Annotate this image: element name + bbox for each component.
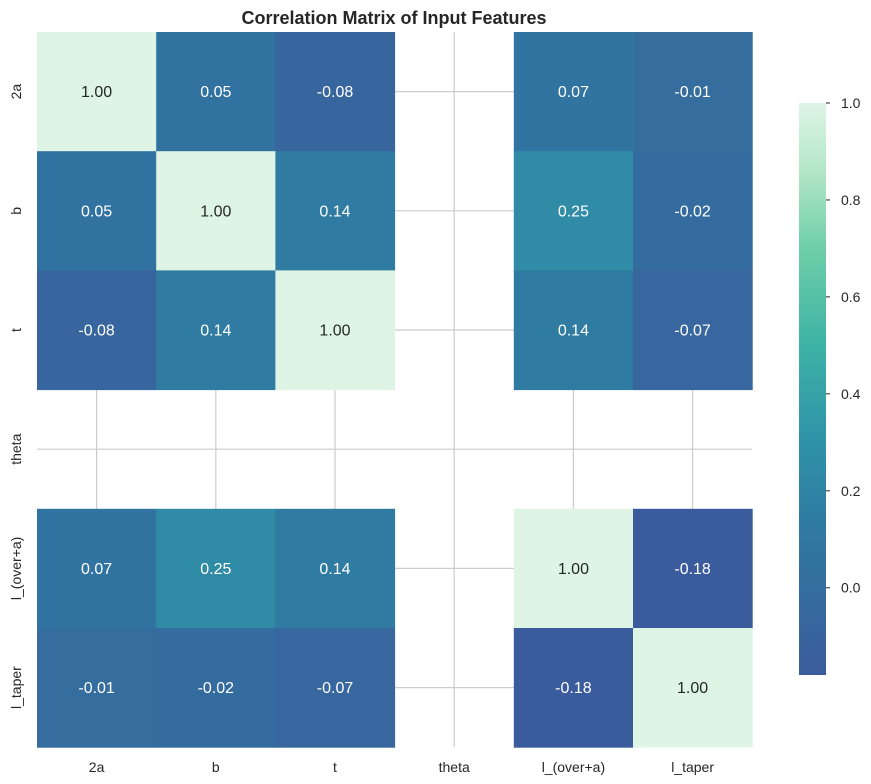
y-tick-label: l_taper [8, 666, 24, 709]
colorbar-tick-label: 0.8 [841, 192, 861, 208]
cell-value-label: 0.05 [81, 203, 112, 220]
y-tick-label: 2a [8, 84, 24, 100]
cell-value-label: -0.02 [674, 203, 711, 220]
cell-value-label: -0.08 [78, 323, 115, 340]
colorbar-tick-label: 1.0 [841, 95, 861, 111]
colorbar-gradient [799, 103, 826, 675]
x-tick-label: l_(over+a) [542, 759, 605, 775]
colorbar: 0.0 0.2 0.4 0.6 0.8 1.0 [799, 95, 861, 675]
x-axis-ticks: 2a b t theta l_(over+a) l_taper [89, 759, 715, 775]
heatmap-cell [633, 151, 753, 271]
cell-value-label: -0.07 [317, 680, 354, 697]
cell-value-label: 0.25 [558, 203, 589, 220]
heatmap-cell [156, 628, 276, 748]
cell-value-label: 0.14 [558, 323, 589, 340]
heatmap-cell [275, 151, 396, 271]
cell-value-label: 1.00 [319, 323, 350, 340]
heatmap-cell [633, 628, 753, 748]
cell-value-label: 0.07 [558, 84, 589, 101]
heatmap-cell [275, 270, 396, 391]
heatmap-cell [633, 32, 753, 152]
heatmap-cell [513, 508, 634, 629]
heatmap-cell [156, 151, 276, 271]
x-tick-label: 2a [89, 759, 105, 775]
heatmap-cell [37, 151, 157, 271]
x-tick-label: b [212, 759, 220, 775]
cell-value-label: 0.14 [319, 203, 350, 220]
cell-value-label: -0.08 [317, 84, 354, 101]
heatmap-cell [513, 270, 634, 391]
cell-value-label: 0.07 [81, 561, 112, 578]
heatmap-cell [156, 270, 276, 391]
cell-value-label: -0.02 [198, 680, 235, 697]
cell-value-label: 0.25 [200, 561, 231, 578]
cell-value-label: -0.18 [555, 680, 592, 697]
cell-value-label: -0.01 [78, 680, 115, 697]
y-axis-ticks: 2a b t theta l_(over+a) l_taper [8, 84, 24, 709]
heatmap-cell [513, 628, 634, 748]
x-tick-label: l_taper [671, 759, 714, 775]
heatmap-cell [513, 151, 634, 271]
heatmap-cell [37, 32, 157, 152]
y-tick-label: b [8, 207, 24, 215]
cell-value-label: 0.05 [200, 84, 231, 101]
cell-value-label: 0.14 [319, 561, 350, 578]
cell-value-label: 1.00 [81, 84, 112, 101]
heatmap-cell [633, 508, 753, 629]
cell-value-label: -0.01 [674, 84, 711, 101]
heatmap-cell [513, 32, 634, 152]
heatmap-cell [275, 508, 396, 629]
x-tick-label: theta [439, 759, 470, 775]
cell-value-label: 1.00 [677, 680, 708, 697]
heatmap-cell [37, 628, 157, 748]
heatmap-cell [37, 270, 157, 391]
cell-value-label: 0.14 [200, 323, 231, 340]
colorbar-tick-label: 0.6 [841, 289, 861, 305]
chart-title: Correlation Matrix of Input Features [241, 8, 546, 28]
colorbar-tick-label: 0.4 [841, 386, 861, 402]
colorbar-tick-label: 0.0 [841, 580, 861, 596]
x-tick-label: t [333, 759, 337, 775]
cell-value-label: -0.07 [674, 323, 711, 340]
y-tick-label: l_(over+a) [8, 537, 24, 600]
colorbar-tick-label: 0.2 [841, 483, 861, 499]
cell-value-label: 1.00 [558, 561, 589, 578]
cell-value-label: 1.00 [200, 203, 231, 220]
heatmap-cell [275, 32, 396, 152]
heatmap-cells: 1.00 0.05 -0.08 0.07 -0.01 0.05 1.00 0.14 0.25 -0… [37, 32, 753, 748]
y-tick-label: t [8, 328, 24, 332]
cell-value-label: -0.18 [674, 561, 711, 578]
heatmap-cell [275, 628, 396, 748]
y-tick-label: theta [8, 433, 24, 464]
heatmap-cell [37, 508, 157, 629]
heatmap-cell [633, 270, 753, 391]
heatmap-cell [156, 32, 276, 152]
heatmap-cell [156, 508, 276, 629]
